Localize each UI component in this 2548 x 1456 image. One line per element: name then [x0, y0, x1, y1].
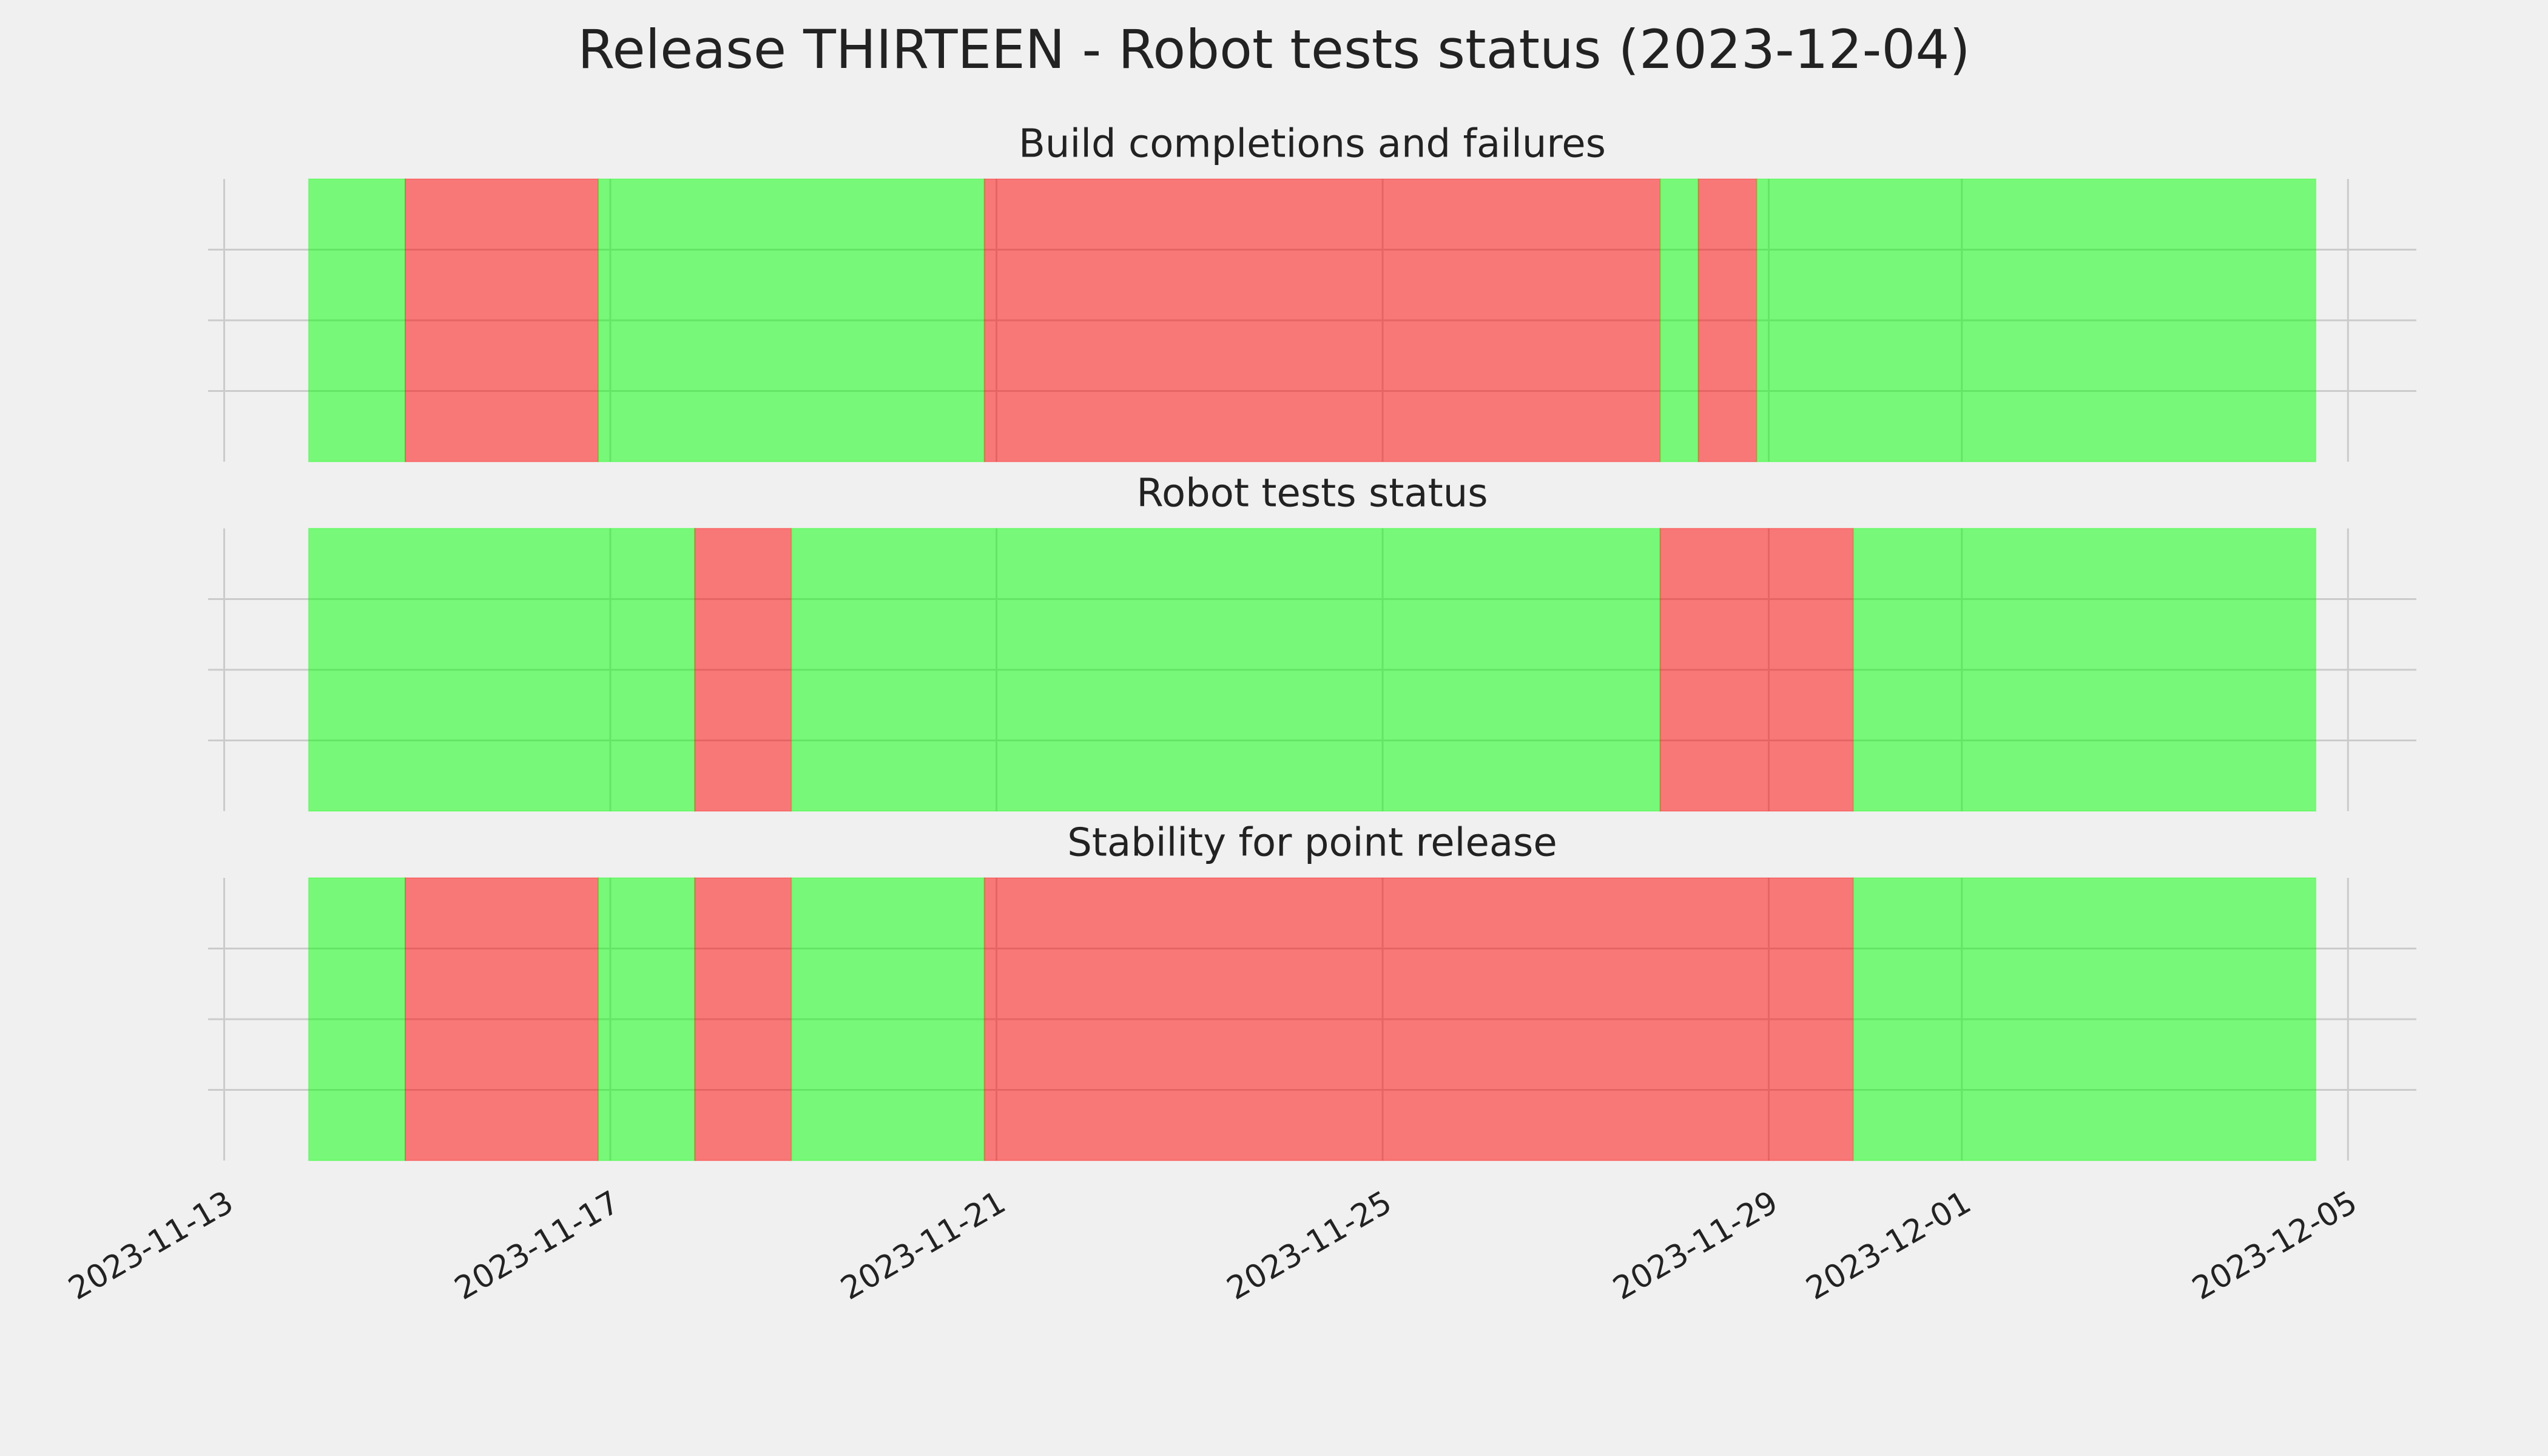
x-tick-label: 2023-11-29: [1607, 1184, 1784, 1307]
status-span: [790, 877, 985, 1161]
status-span: [1659, 178, 1699, 462]
status-span: [598, 178, 985, 462]
subplot-title: Build completions and failures: [1019, 122, 1606, 167]
status-span: [1756, 178, 2317, 462]
status-span: [694, 877, 792, 1161]
x-tick-label: 2023-12-05: [2186, 1184, 2364, 1307]
status-span: [308, 877, 406, 1161]
status-span: [1852, 877, 2317, 1161]
status-span: [1852, 528, 2317, 812]
x-tick-label: 2023-11-13: [62, 1184, 240, 1307]
subplot-title: Stability for point release: [1067, 821, 1557, 866]
status-span: [598, 877, 696, 1161]
status-span: [694, 528, 792, 812]
status-span: [983, 178, 1661, 462]
subplot-title: Robot tests status: [1136, 471, 1488, 516]
figure-title: Release THIRTEEN - Robot tests status (2…: [578, 18, 1970, 81]
status-span: [404, 178, 599, 462]
status-span: [790, 528, 1661, 812]
status-span: [1697, 178, 1758, 462]
x-tick-label: 2023-12-01: [1800, 1184, 1977, 1307]
status-span: [983, 877, 1854, 1161]
status-span: [1659, 528, 1854, 812]
x-tick-label: 2023-11-21: [835, 1184, 1012, 1307]
status-span: [308, 528, 696, 812]
x-tick-label: 2023-11-17: [449, 1184, 626, 1307]
x-tick-label: 2023-11-25: [1221, 1184, 1398, 1307]
status-span: [404, 877, 599, 1161]
status-span: [308, 178, 406, 462]
